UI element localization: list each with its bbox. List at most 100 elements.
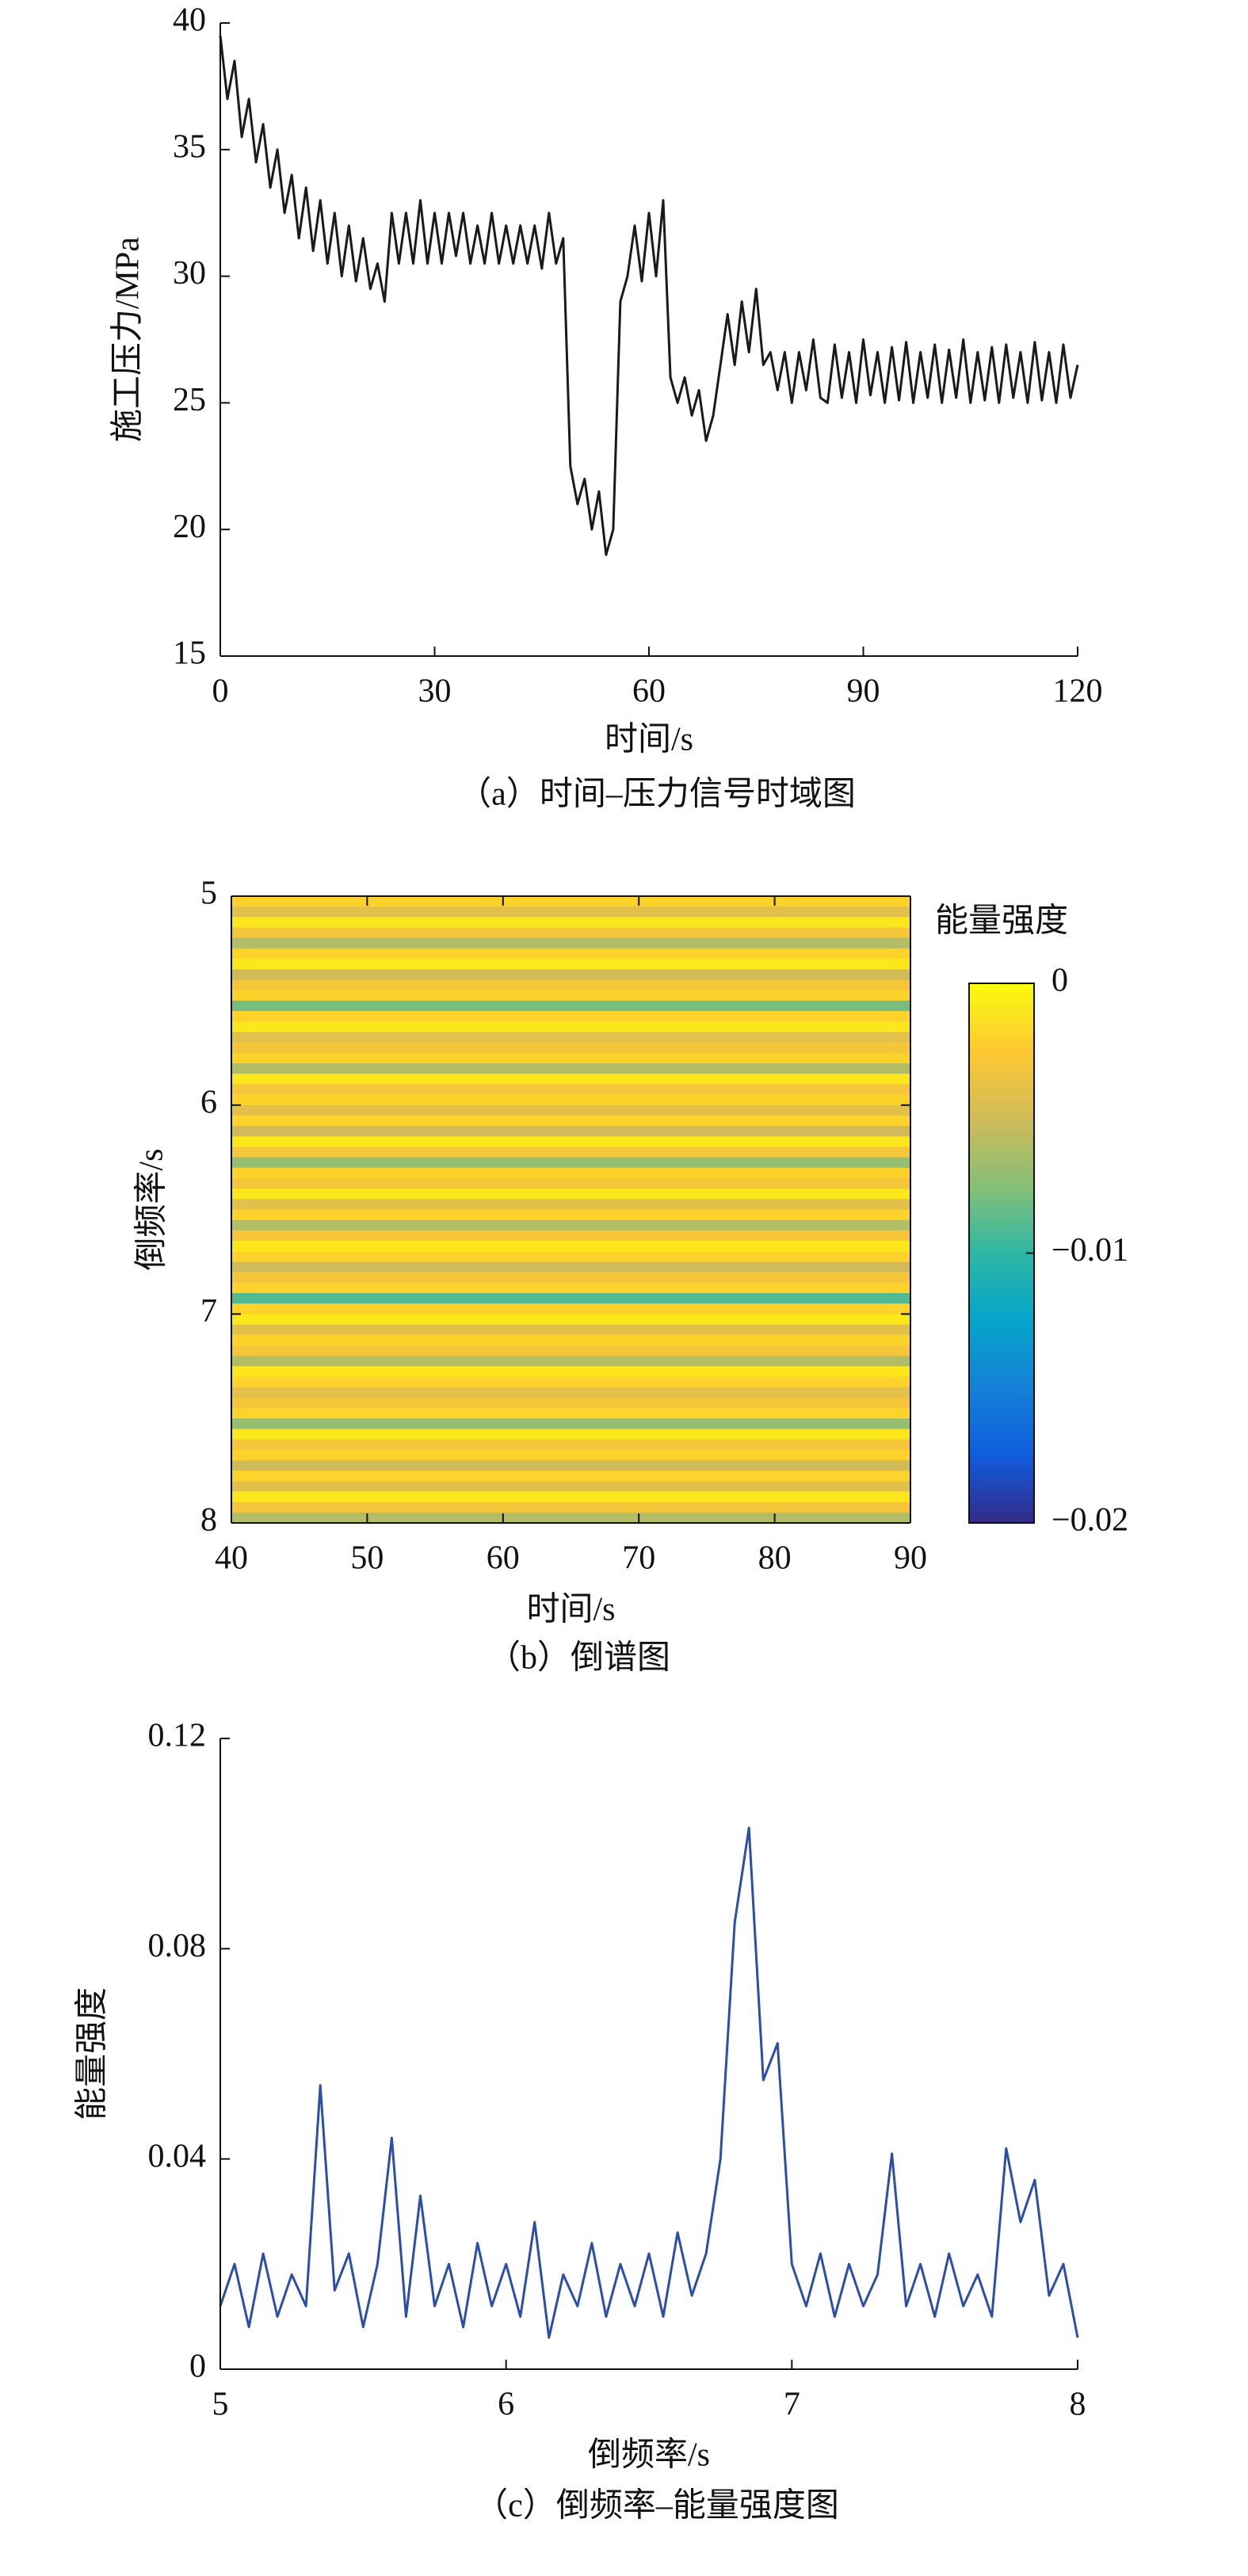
heatmap-row: [231, 1502, 910, 1513]
heatmap-row: [231, 1209, 910, 1221]
heatmap-row: [231, 1084, 910, 1095]
x-axis-label: 倒频率/s: [588, 2437, 710, 2474]
heatmap-row: [231, 1366, 910, 1377]
chart-title: （c）倒频率–能量强度图: [475, 2487, 839, 2524]
heatmap-row: [231, 1407, 910, 1419]
x-tick-label: 70: [622, 1540, 655, 1577]
heatmap-row: [231, 990, 910, 1002]
heatmap-row: [231, 1345, 910, 1357]
heatmap-row: [231, 927, 910, 939]
heatmap-row: [231, 906, 910, 918]
heatmap-row: [231, 1147, 910, 1158]
heatmap-row: [231, 1439, 910, 1451]
chart-title: （a）时间–压力信号时域图: [458, 777, 856, 813]
x-tick-label: 7: [784, 2387, 800, 2423]
x-tick-label: 40: [215, 1540, 248, 1577]
x-tick-label: 80: [758, 1540, 792, 1577]
heatmap-row: [231, 1460, 910, 1471]
x-tick-label: 6: [498, 2387, 514, 2423]
heatmap-row: [231, 1167, 910, 1179]
y-tick-label: 20: [173, 509, 206, 545]
heatmap-row: [231, 1272, 910, 1284]
heatmap-row: [231, 979, 910, 991]
heatmap-row: [231, 1356, 910, 1367]
heatmap-row: [231, 1157, 910, 1169]
heatmap-row: [231, 1199, 910, 1210]
y-axis-label: 能量强度: [74, 1987, 111, 2120]
heatmap-row: [231, 1449, 910, 1461]
heatmap-row: [231, 1251, 910, 1262]
y-tick-label: 0.12: [148, 1718, 207, 1754]
heatmap-row: [231, 1219, 910, 1231]
heatmap-row: [231, 1418, 910, 1429]
x-tick-label: 60: [632, 674, 666, 710]
heatmap-row: [231, 1471, 910, 1482]
heatmap-row: [231, 917, 910, 929]
heatmap-row: [231, 1334, 910, 1346]
heatmap-row: [231, 1000, 910, 1012]
heatmap-row: [231, 1324, 910, 1336]
colorbar-tick-label: 0: [1051, 963, 1068, 999]
heatmap-row: [231, 1105, 910, 1116]
x-tick-label: 90: [847, 674, 880, 710]
y-tick-label: 25: [173, 382, 206, 418]
x-tick-label: 30: [418, 674, 452, 710]
colorbar-tick-label: −0.01: [1051, 1232, 1128, 1269]
heatmap-row: [231, 1189, 910, 1200]
heatmap-row: [231, 969, 910, 980]
y-axis-label: 施工压力/MPa: [110, 237, 147, 442]
heatmap-row: [231, 1032, 910, 1044]
heatmap-row: [231, 1261, 910, 1273]
heatmap-row: [231, 959, 910, 970]
heatmap-row: [231, 1512, 910, 1524]
heatmap-row: [231, 1387, 910, 1399]
heatmap-row: [231, 1011, 910, 1022]
y-tick-label: 15: [173, 635, 206, 672]
heatmap-row: [231, 1021, 910, 1032]
heatmap-row: [231, 1063, 910, 1074]
y-tick-label: 8: [200, 1502, 217, 1539]
x-tick-label: 60: [487, 1540, 520, 1577]
y-tick-label: 0: [189, 2349, 206, 2385]
data-line: [219, 35, 1079, 556]
x-tick-label: 0: [212, 674, 229, 710]
heatmap-row: [231, 1429, 910, 1441]
y-tick-label: 40: [173, 2, 206, 39]
heatmap-row: [231, 1052, 910, 1064]
x-tick-label: 90: [894, 1540, 927, 1577]
x-tick-label: 50: [350, 1540, 384, 1577]
heatmap-row: [231, 1241, 910, 1252]
colorbar: [968, 983, 1035, 1524]
heatmap-row: [231, 1115, 910, 1127]
heatmap-row: [231, 1136, 910, 1147]
heatmap-row: [231, 1126, 910, 1137]
y-tick-label: 5: [200, 876, 217, 912]
heatmap-row: [231, 1042, 910, 1054]
heatmap-row: [231, 1376, 910, 1388]
x-tick-label: 120: [1053, 674, 1103, 710]
colorbar-title: 能量强度: [935, 903, 1068, 940]
heatmap-row: [231, 1292, 910, 1304]
y-axis-label: 倒频率/s: [133, 1148, 170, 1270]
y-tick-label: 0.08: [148, 1928, 207, 1964]
heatmap-row: [231, 937, 910, 949]
colorbar-tick-label: −0.02: [1051, 1502, 1128, 1539]
heatmap-row: [231, 1230, 910, 1242]
x-axis-label: 时间/s: [605, 722, 693, 758]
heatmap-row: [231, 1094, 910, 1106]
heatmap-row: [231, 1303, 910, 1315]
y-tick-label: 0.04: [148, 2138, 207, 2174]
heatmap-row: [231, 1177, 910, 1189]
y-tick-label: 6: [200, 1084, 217, 1120]
heatmap-row: [231, 1074, 910, 1085]
chart-title: （b）倒谱图: [487, 1640, 670, 1677]
heatmap-row: [231, 1481, 910, 1492]
x-axis-label: 时间/s: [526, 1592, 615, 1628]
heatmap-row: [231, 896, 910, 907]
heatmap-row: [231, 1491, 910, 1503]
heatmap-row: [231, 1314, 910, 1326]
heatmap-row: [231, 1282, 910, 1294]
x-tick-label: 8: [1070, 2387, 1086, 2423]
heatmap-row: [231, 948, 910, 960]
